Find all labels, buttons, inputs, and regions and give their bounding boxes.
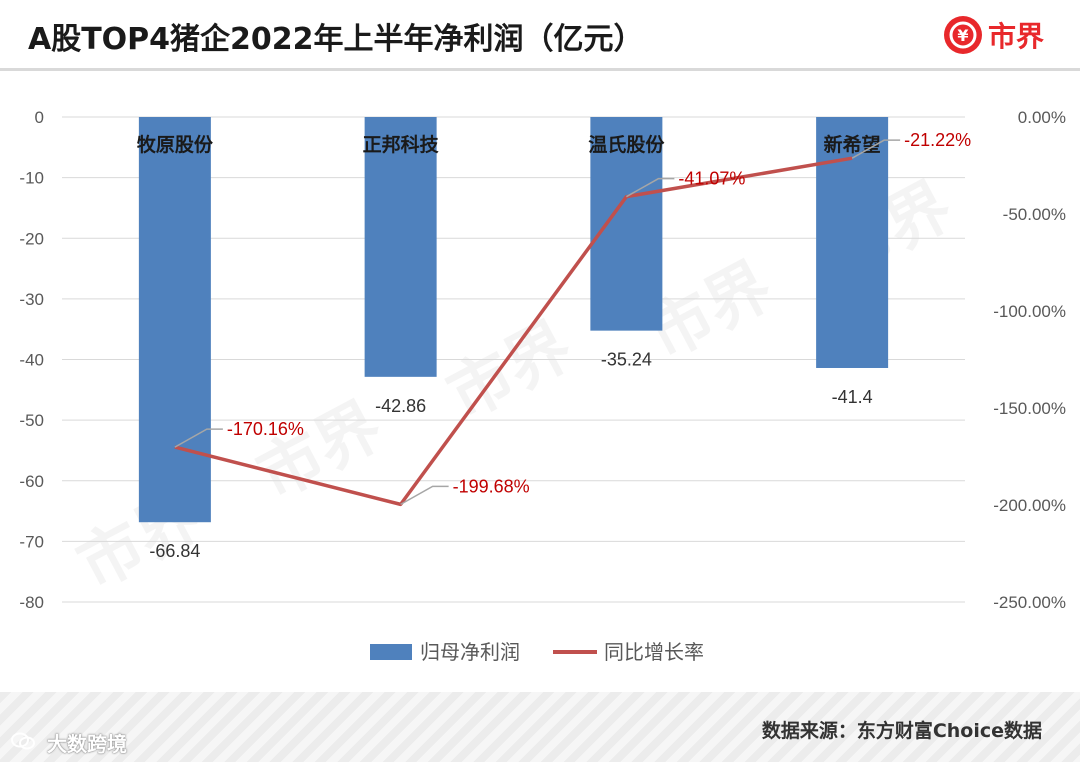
line-value-label: -170.16% — [227, 419, 304, 439]
y-left-tick-label: -20 — [19, 229, 44, 248]
bar-value-label: -66.84 — [149, 541, 200, 561]
y-left-tick-label: -70 — [19, 532, 44, 551]
y-right-tick-label: 0.00% — [1018, 108, 1066, 127]
growth-line — [174, 156, 853, 507]
label-leader-line — [626, 177, 675, 198]
watermark-text: 市界 — [436, 309, 584, 434]
y-left-tick-label: -10 — [19, 169, 44, 188]
y-left-tick-label: -40 — [19, 351, 44, 370]
bar — [364, 117, 437, 377]
y-left-tick-label: -60 — [19, 472, 44, 491]
data-source: 数据来源：东方财富Choice数据 — [761, 720, 1042, 742]
y-right-tick-label: -100.00% — [993, 302, 1066, 321]
brand-name: 市界 — [987, 20, 1044, 53]
legend-line-label: 同比增长率 — [604, 640, 704, 664]
bar — [138, 117, 211, 523]
category-label: 温氏股份 — [588, 133, 665, 156]
y-left-tick-label: 0 — [35, 108, 44, 127]
line-value-label: -21.22% — [904, 130, 971, 150]
svg-text:¥: ¥ — [957, 26, 968, 45]
label-leader-line — [851, 139, 901, 159]
wechat-icon — [10, 731, 36, 756]
footer — [0, 692, 1080, 762]
y-right-tick-label: -150.00% — [993, 399, 1066, 418]
bar — [590, 117, 663, 331]
yuan-coin-icon: ¥ — [943, 16, 982, 54]
y-right-tick-label: -200.00% — [993, 496, 1066, 515]
legend-bar-label: 归母净利润 — [420, 640, 520, 664]
header: A股TOP4猪企2022年上半年净利润（亿元） ¥ 市界 — [0, 0, 1080, 71]
category-label: 牧原股份 — [137, 133, 214, 156]
legend-bar-swatch — [370, 644, 412, 660]
bar-value-label: -35.24 — [601, 350, 652, 370]
y-right-tick-label: -50.00% — [1003, 205, 1066, 224]
label-leader-line — [400, 485, 449, 506]
line-value-label: -199.68% — [453, 476, 530, 496]
y-left-tick-label: -30 — [19, 290, 44, 309]
page-title: A股TOP4猪企2022年上半年净利润（亿元） — [28, 22, 644, 57]
label-leader-line — [174, 428, 223, 448]
credit: 大数跨境 — [10, 728, 127, 757]
category-label: 正邦科技 — [363, 133, 440, 156]
bar-value-label: -42.86 — [375, 396, 426, 416]
category-label: 新希望 — [824, 133, 881, 156]
y-left-tick-label: -80 — [19, 593, 44, 612]
y-left-tick-label: -50 — [19, 411, 44, 430]
line-value-label: -41.07% — [678, 169, 745, 189]
credit-text: 大数跨境 — [46, 732, 127, 756]
bar-value-label: -41.4 — [832, 387, 873, 407]
brand-logo: ¥ 市界 — [943, 14, 1044, 56]
y-right-tick-label: -250.00% — [993, 593, 1066, 612]
